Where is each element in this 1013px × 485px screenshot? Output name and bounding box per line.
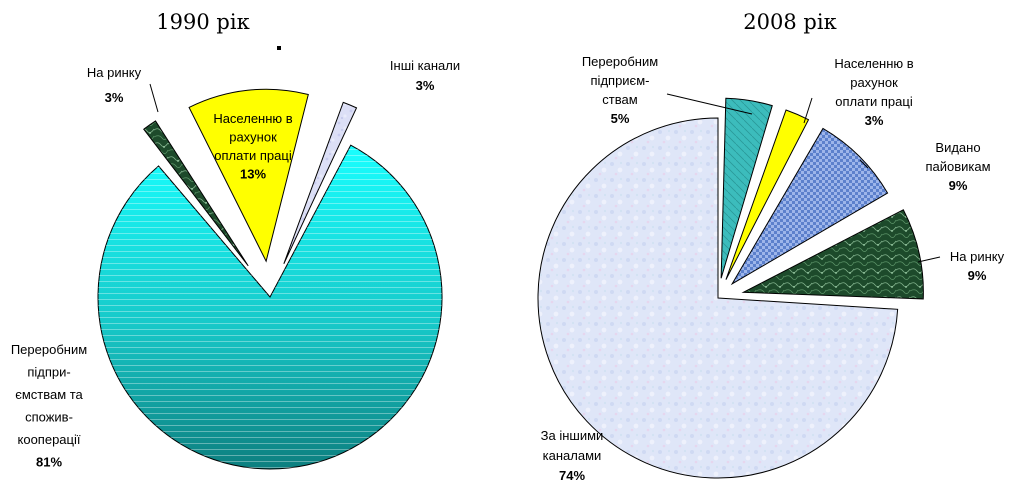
- slice-label: ємствам та: [15, 387, 83, 402]
- slice-label: рахунок: [229, 130, 277, 145]
- slice-label: кооперації: [18, 432, 81, 447]
- pie-slice: [741, 209, 924, 300]
- leader-line: [149, 83, 159, 113]
- slice-label: 13%: [240, 167, 266, 182]
- slice-label: підприєм-: [591, 73, 650, 88]
- slice-label: каналами: [543, 448, 602, 463]
- slice-label: оплати праці: [214, 148, 292, 163]
- slice-label: 9%: [949, 178, 968, 193]
- slice-label: 3%: [865, 113, 884, 128]
- slice-label: спожив-: [25, 410, 73, 425]
- slice-label: підпри-: [27, 365, 70, 380]
- pie-slice: [720, 97, 773, 279]
- slice-label: 74%: [559, 468, 585, 483]
- slice-label: пайовикам: [925, 159, 990, 174]
- pie-slice: [188, 88, 309, 263]
- slice-label: Інші канали: [390, 58, 460, 73]
- slice-label: На ринку: [87, 65, 142, 80]
- slice-label: Переробним: [11, 342, 87, 357]
- slice-label: За іншими: [541, 428, 604, 443]
- pie-chart-1990: 1990 рік Переробним підпри-ємствам та спож…: [11, 10, 460, 470]
- slice-label: 5%: [611, 111, 630, 126]
- slice-label: рахунок: [850, 75, 898, 90]
- pie-slice: [143, 120, 249, 267]
- slice-label: Населенню в: [834, 56, 913, 71]
- slice-label: Видано: [935, 140, 980, 155]
- pie-slice: [283, 101, 358, 264]
- pie-slice: [725, 109, 810, 280]
- leader-line: [666, 93, 753, 115]
- slice-label: 3%: [105, 90, 124, 105]
- chart-title: 1990 рік: [156, 10, 249, 34]
- pie-chart-2008: 2008 рік Переробним підприєм-ствам 5% Насел…: [537, 10, 1005, 483]
- slice-label: ствам: [602, 92, 637, 107]
- chart-title: 2008 рік: [743, 10, 836, 34]
- slice-label: 3%: [416, 78, 435, 93]
- slice-label: Населенню в: [213, 111, 292, 126]
- pie-slice: [537, 117, 899, 479]
- slice-label: оплати праці: [835, 94, 913, 109]
- slice-label: 9%: [968, 268, 987, 283]
- slice-label: 81%: [36, 455, 62, 470]
- pie-slice: [730, 127, 889, 286]
- pie-slice-texture: [97, 145, 442, 470]
- slice-label: Переробним: [582, 54, 658, 69]
- leader-line: [917, 256, 941, 263]
- title-dot: [277, 46, 281, 50]
- slice-label: На ринку: [950, 249, 1005, 264]
- leader-line: [803, 97, 813, 124]
- leader-line: [859, 159, 869, 169]
